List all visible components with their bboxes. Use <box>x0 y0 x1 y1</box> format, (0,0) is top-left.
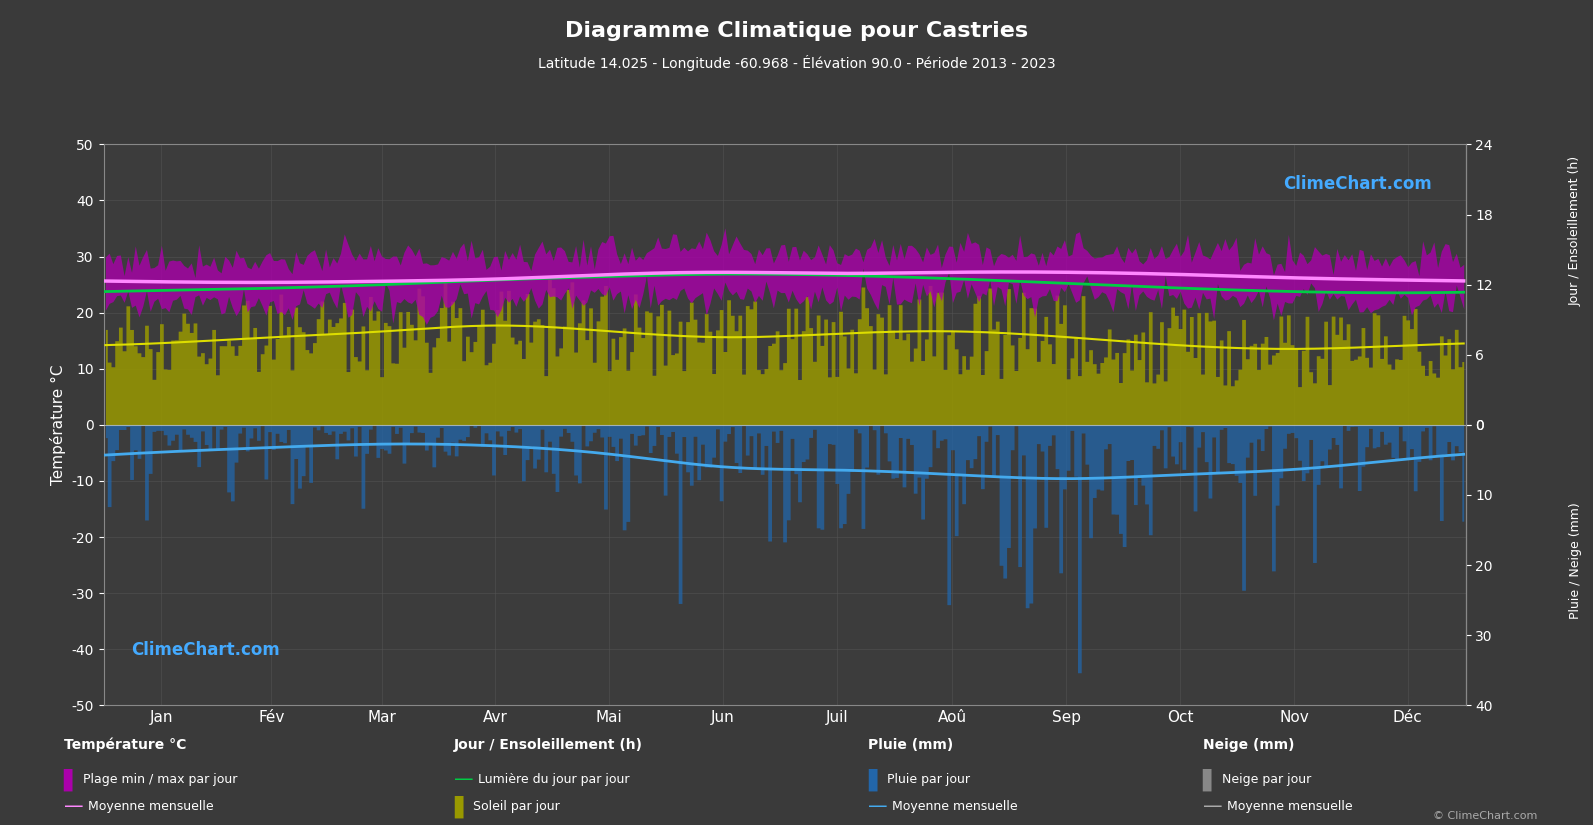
Text: Neige par jour: Neige par jour <box>1222 773 1311 786</box>
Text: ClimeChart.com: ClimeChart.com <box>131 641 279 659</box>
Text: —: — <box>1203 797 1222 817</box>
Text: Plage min / max par jour: Plage min / max par jour <box>83 773 237 786</box>
Text: Moyenne mensuelle: Moyenne mensuelle <box>88 800 213 813</box>
Text: © ClimeChart.com: © ClimeChart.com <box>1432 811 1537 821</box>
Y-axis label: Température °C: Température °C <box>49 365 65 485</box>
Text: Diagramme Climatique pour Castries: Diagramme Climatique pour Castries <box>566 21 1027 40</box>
Text: ▌: ▌ <box>1203 768 1220 791</box>
Text: —: — <box>454 823 473 825</box>
Text: —: — <box>64 797 83 817</box>
Text: Pluie / Neige (mm): Pluie / Neige (mm) <box>1569 502 1582 620</box>
Text: Latitude 14.025 - Longitude -60.968 - Élévation 90.0 - Période 2013 - 2023: Latitude 14.025 - Longitude -60.968 - Él… <box>538 55 1055 71</box>
Text: Jour / Ensoleillement (h): Jour / Ensoleillement (h) <box>1569 156 1582 306</box>
Text: ▌: ▌ <box>868 768 886 791</box>
Text: Pluie par jour: Pluie par jour <box>887 773 970 786</box>
Text: Moyenne mensuelle: Moyenne mensuelle <box>1227 800 1352 813</box>
Text: Jour / Ensoleillement (h): Jour / Ensoleillement (h) <box>454 738 644 752</box>
Text: Neige (mm): Neige (mm) <box>1203 738 1294 752</box>
Text: —: — <box>454 770 473 790</box>
Text: ▌: ▌ <box>64 768 81 791</box>
Text: Soleil par jour: Soleil par jour <box>473 800 559 813</box>
Text: Moyenne mensuelle: Moyenne mensuelle <box>892 800 1018 813</box>
Text: ClimeChart.com: ClimeChart.com <box>1282 175 1432 193</box>
Text: Pluie (mm): Pluie (mm) <box>868 738 954 752</box>
Text: Lumière du jour par jour: Lumière du jour par jour <box>478 773 629 786</box>
Text: ▌: ▌ <box>454 795 472 818</box>
Text: —: — <box>868 797 887 817</box>
Text: Température °C: Température °C <box>64 738 186 752</box>
